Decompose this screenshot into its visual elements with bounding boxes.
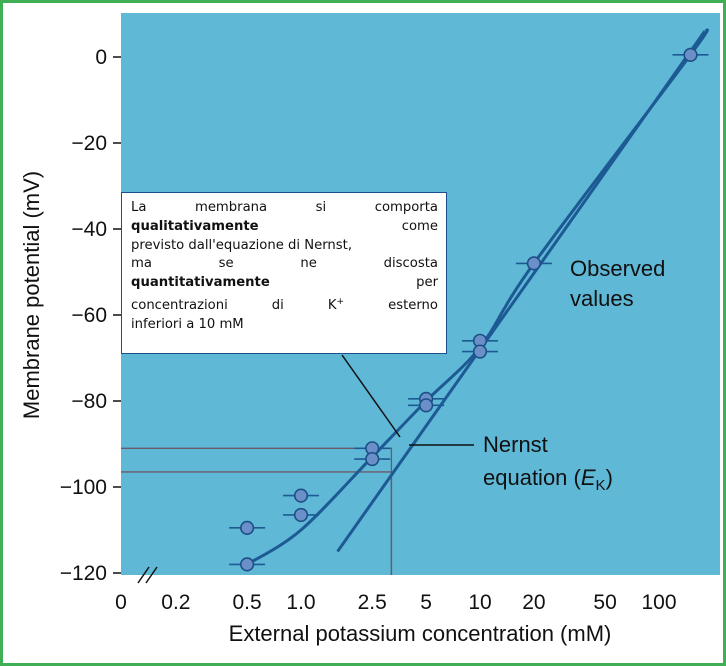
guide-line	[121, 471, 393, 575]
note-line: La membrana si comporta	[131, 200, 438, 215]
x-tick-label: 0.5	[233, 591, 262, 614]
note-pointer-line	[341, 354, 401, 438]
data-point	[293, 488, 309, 503]
y-tick-label: 0	[95, 46, 107, 69]
x-tick-label: 5	[420, 591, 432, 614]
y-axis-ticks: 0 −20 −40 −60 −80 −100 −120	[60, 46, 121, 585]
note-line: ma se ne discosta	[131, 256, 438, 272]
y-axis-title: Membrane potential (mV)	[19, 171, 44, 419]
guide-lines	[121, 447, 393, 575]
x-tick-label: 20	[522, 591, 545, 614]
x-tick-label: 0	[115, 591, 127, 614]
data-point	[365, 451, 380, 467]
note-line: inferiori a 10 mM	[131, 316, 244, 332]
nernst-label-line2: equation (EK)	[483, 465, 613, 494]
y-tick-label: −80	[71, 390, 107, 413]
x-tick-label: 1.0	[286, 591, 315, 614]
x-tick-label: 0.2	[161, 591, 190, 614]
data-point	[526, 256, 541, 271]
data-point	[683, 47, 698, 62]
nernst-line	[336, 30, 706, 553]
note-line: concentrazioni di K+ esterno	[131, 296, 438, 313]
y-tick-label: −60	[71, 304, 107, 327]
data-point	[419, 398, 434, 413]
curve-labels: Observed values Nernst equation (EK)	[341, 256, 665, 494]
x-tick-label: 100	[641, 591, 676, 614]
note-line: quantitativamente per	[131, 275, 438, 291]
annotation-note: La membrana si comporta qualitativamente …	[121, 192, 447, 354]
note-line: qualitativamente come	[131, 218, 438, 234]
x-axis-ticks: 0 0.2 0.5 1.0 2.5 5 10 20 50 100	[115, 591, 676, 614]
y-tick-label: −120	[60, 562, 107, 585]
y-tick-label: −20	[71, 132, 107, 155]
points	[229, 47, 709, 572]
data-point	[293, 507, 309, 523]
x-tick-label: 2.5	[358, 591, 387, 614]
note-line: previsto dall'equazione di Nernst,	[131, 237, 353, 253]
x-axis-title: External potassium concentration (mM)	[229, 621, 612, 646]
observed-label-line2: values	[570, 286, 634, 311]
x-tick-label: 10	[468, 591, 491, 614]
axis-break	[137, 566, 158, 584]
observed-label-line1: Observed	[570, 256, 665, 281]
data-point	[472, 344, 488, 359]
y-tick-label: −100	[60, 476, 107, 499]
data-point	[240, 557, 255, 572]
nernst-label-line1: Nernst	[483, 432, 548, 457]
data-point	[240, 520, 255, 535]
y-tick-label: −40	[71, 218, 107, 241]
x-tick-label: 50	[593, 591, 616, 614]
